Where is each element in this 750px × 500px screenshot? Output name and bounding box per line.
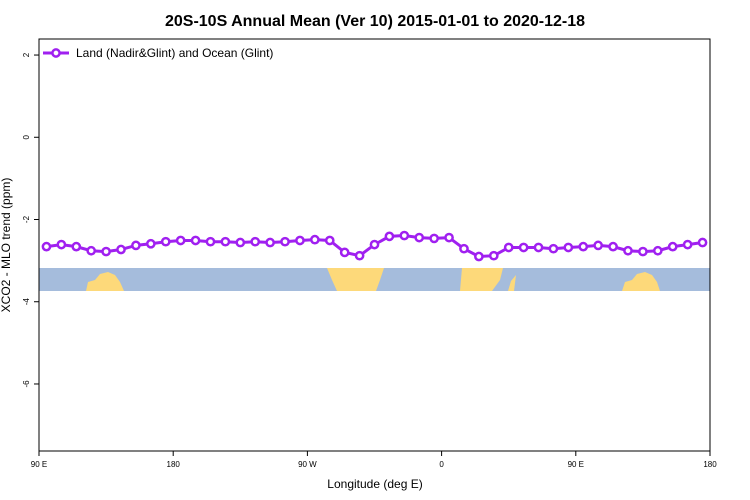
map-strip <box>39 268 710 291</box>
data-point <box>101 246 111 257</box>
data-point <box>444 232 454 243</box>
legend-label: Land (Nadir&Glint) and Ocean (Glint) <box>76 46 273 60</box>
data-point <box>250 236 261 247</box>
data-point <box>310 234 320 245</box>
data-point <box>608 241 618 252</box>
x-tick-label: 180 <box>703 460 717 469</box>
data-point <box>369 239 380 250</box>
y-axis-label: XCO2 - MLO trend (ppm) <box>0 178 13 313</box>
land-madagascar <box>508 275 516 291</box>
data-point <box>235 237 246 248</box>
data-point <box>488 250 499 261</box>
data-point <box>652 245 663 256</box>
data-point <box>41 241 52 252</box>
data-point <box>429 233 439 244</box>
x-axis-label: Longitude (deg E) <box>327 477 422 491</box>
data-point <box>116 244 126 255</box>
data-point <box>667 241 678 252</box>
data-point <box>339 247 350 258</box>
data-point <box>503 242 514 253</box>
y-tick-label: -4 <box>22 298 31 306</box>
y-tick-label: 2 <box>22 52 31 57</box>
x-tick-label: 90 W <box>298 460 317 469</box>
data-point <box>160 236 171 247</box>
data-point <box>175 235 186 246</box>
data-point <box>220 236 231 247</box>
data-point <box>518 242 529 253</box>
data-point <box>145 238 156 249</box>
data-point <box>548 243 559 254</box>
data-point <box>474 251 484 262</box>
data-point <box>399 230 410 241</box>
data-point <box>384 231 395 242</box>
data-point <box>563 242 574 253</box>
data-point <box>131 240 141 251</box>
x-tick-label: 90 E <box>31 460 47 469</box>
data-point <box>593 240 604 251</box>
x-tick-label: 90 E <box>568 460 584 469</box>
data-point <box>414 232 425 243</box>
chart-title: 20S-10S Annual Mean (Ver 10) 2015-01-01 … <box>165 13 585 30</box>
data-point <box>459 243 469 254</box>
data-point <box>623 245 633 256</box>
y-tick-label: -2 <box>22 215 31 223</box>
data-point <box>354 250 365 261</box>
land-africa <box>460 268 503 291</box>
data-point <box>280 236 290 247</box>
plot-frame <box>38 38 711 452</box>
legend-marker <box>51 48 61 58</box>
data-point <box>71 241 82 252</box>
data-point <box>205 236 216 247</box>
data-point <box>190 235 201 246</box>
data-point <box>533 242 544 253</box>
land-australia-2 <box>622 272 660 291</box>
data-point <box>265 237 275 248</box>
land-australia <box>86 272 124 291</box>
y-tick-label: 0 <box>22 134 31 139</box>
y-tick-label: -6 <box>22 380 31 388</box>
land-south-america <box>327 268 384 291</box>
data-point <box>697 237 708 248</box>
data-point <box>638 246 648 257</box>
data-point <box>578 241 589 252</box>
x-tick-label: 180 <box>167 460 181 469</box>
data-point <box>324 235 335 246</box>
data-point <box>295 235 305 246</box>
data-point <box>86 245 97 256</box>
data-point <box>56 239 67 250</box>
data-point <box>682 239 693 250</box>
x-tick-label: 0 <box>439 460 444 469</box>
